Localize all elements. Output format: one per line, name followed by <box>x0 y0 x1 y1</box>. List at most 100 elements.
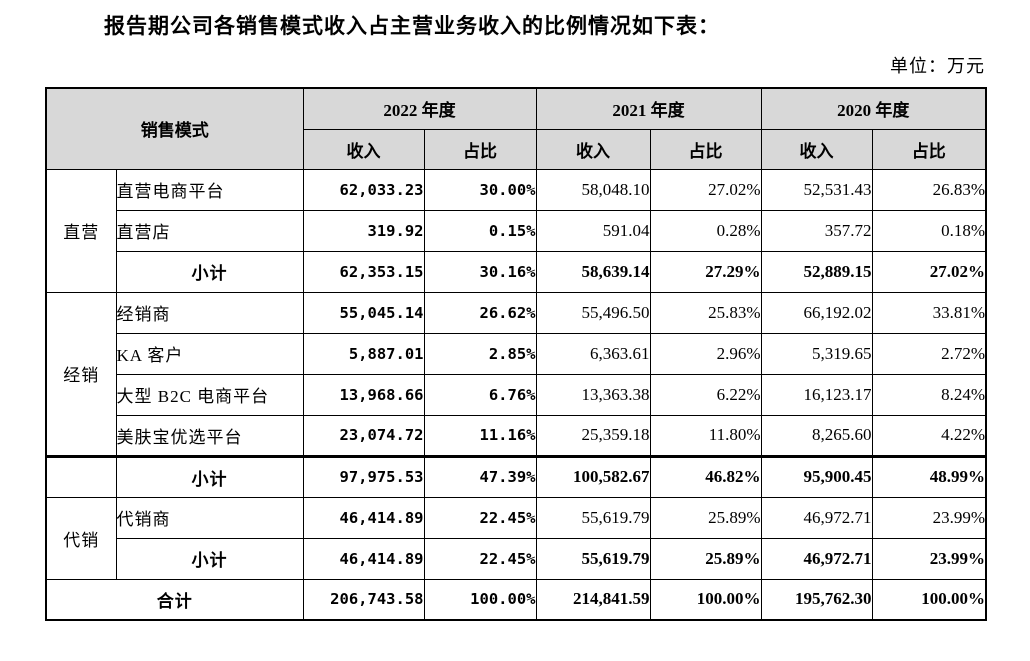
value-2020-ratio: 27.02% <box>871 250 987 293</box>
value-2020-income: 46,972.71 <box>760 496 873 539</box>
value-2022-income: 46,414.89 <box>302 496 425 539</box>
value-2020-ratio: 23.99% <box>871 496 987 539</box>
group-cell-distribution: 经销 <box>45 291 117 457</box>
row-label: 经销商 <box>115 291 304 334</box>
page-title: 报告期公司各销售模式收入占主营业务收入的比例情况如下表： <box>104 14 720 38</box>
value-2022-ratio: 26.62% <box>423 291 537 334</box>
value-2022-ratio: 6.76% <box>423 373 537 416</box>
group-cell-direct: 直营 <box>45 168 117 293</box>
value-2022-ratio: 0.15% <box>423 209 537 252</box>
value-2021-income: 58,639.14 <box>535 250 651 293</box>
value-2021-income: 58,048.10 <box>535 168 651 211</box>
table-row-ka-customer: KA 客户 5,887.01 2.85% 6,363.61 2.96% 5,31… <box>46 332 987 375</box>
value-2022-income: 13,968.66 <box>302 373 425 416</box>
value-2022-income: 62,033.23 <box>302 168 425 211</box>
header-income-2022: 收入 <box>302 128 425 170</box>
value-2020-income: 52,531.43 <box>760 168 873 211</box>
header-row-subcolumns: 收入 占比 收入 占比 收入 占比 <box>46 128 987 170</box>
value-2021-ratio: 25.83% <box>649 291 762 334</box>
subtotal-label: 小计 <box>115 454 304 498</box>
value-2021-income: 55,496.50 <box>535 291 651 334</box>
value-2020-income: 5,319.65 <box>760 332 873 375</box>
value-2021-ratio: 27.02% <box>649 168 762 211</box>
value-2022-ratio: 30.00% <box>423 168 537 211</box>
table-row-distributor: 经销 经销商 55,045.14 26.62% 55,496.50 25.83%… <box>45 291 987 457</box>
value-2020-ratio: 2.72% <box>871 332 987 375</box>
value-2020-income: 195,762.30 <box>760 578 873 621</box>
value-2021-income: 55,619.79 <box>535 496 651 539</box>
value-2021-income: 100,582.67 <box>535 454 651 498</box>
header-year-2021: 2021 年度 <box>535 87 762 130</box>
header-ratio-2021: 占比 <box>649 128 762 170</box>
subtotal-label: 小计 <box>115 537 304 580</box>
table-row-consignment-agent: 代销 代销商 46,414.89 22.45% 55,619.79 25.89%… <box>45 496 987 580</box>
header-year-2020: 2020 年度 <box>760 87 987 130</box>
value-2020-ratio: 23.99% <box>871 537 987 580</box>
value-2021-income: 55,619.79 <box>535 537 651 580</box>
value-2022-ratio: 2.85% <box>423 332 537 375</box>
subtotal-label: 小计 <box>115 250 304 293</box>
value-2021-income: 13,363.38 <box>535 373 651 416</box>
value-2020-ratio: 8.24% <box>871 373 987 416</box>
value-2022-income: 46,414.89 <box>302 537 425 580</box>
row-label: KA 客户 <box>115 332 304 375</box>
row-label: 代销商 <box>115 496 304 539</box>
value-2020-income: 357.72 <box>760 209 873 252</box>
header-ratio-2020: 占比 <box>871 128 987 170</box>
value-2021-income: 214,841.59 <box>535 578 651 621</box>
value-2022-income: 5,887.01 <box>302 332 425 375</box>
value-2021-ratio: 6.22% <box>649 373 762 416</box>
value-2021-ratio: 2.96% <box>649 332 762 375</box>
table-row-total: 合计 206,743.58 100.00% 214,841.59 100.00%… <box>45 578 987 621</box>
group-cell-empty <box>45 454 117 498</box>
header-year-2022: 2022 年度 <box>302 87 537 130</box>
value-2020-income: 8,265.60 <box>760 414 873 457</box>
unit-label: 单位：万元 <box>890 56 985 76</box>
value-2020-ratio: 0.18% <box>871 209 987 252</box>
value-2020-ratio: 100.00% <box>871 578 987 621</box>
value-2021-income: 591.04 <box>535 209 651 252</box>
value-2021-ratio: 46.82% <box>649 454 762 498</box>
value-2022-ratio: 22.45% <box>423 537 537 580</box>
header-ratio-2022: 占比 <box>423 128 537 170</box>
group-cell-consignment: 代销 <box>45 496 117 580</box>
table-row-meifubao-platform: 美肤宝优选平台 23,074.72 11.16% 25,359.18 11.80… <box>46 414 987 457</box>
value-2022-ratio: 30.16% <box>423 250 537 293</box>
value-2020-ratio: 33.81% <box>871 291 987 334</box>
value-2020-ratio: 48.99% <box>871 454 987 498</box>
value-2020-income: 16,123.17 <box>760 373 873 416</box>
value-2021-ratio: 100.00% <box>649 578 762 621</box>
value-2021-ratio: 27.29% <box>649 250 762 293</box>
header-income-2020: 收入 <box>760 128 873 170</box>
value-2022-income: 206,743.58 <box>302 578 425 621</box>
value-2021-income: 25,359.18 <box>535 414 651 457</box>
value-2021-ratio: 0.28% <box>649 209 762 252</box>
value-2022-ratio: 11.16% <box>423 414 537 457</box>
value-2020-ratio: 4.22% <box>871 414 987 457</box>
table-row-distribution-subtotal: 小计 97,975.53 47.39% 100,582.67 46.82% 95… <box>45 454 987 498</box>
row-label: 直营店 <box>115 209 304 252</box>
value-2022-income: 319.92 <box>302 209 425 252</box>
header-row-years: 销售模式 2022 年度 2021 年度 2020 年度 <box>45 87 987 170</box>
value-2022-income: 62,353.15 <box>302 250 425 293</box>
table-row-direct-ecommerce: 直营 直营电商平台 62,033.23 30.00% 58,048.10 27.… <box>45 168 987 293</box>
value-2021-income: 6,363.61 <box>535 332 651 375</box>
value-2020-income: 66,192.02 <box>760 291 873 334</box>
table-row-direct-store: 直营店 319.92 0.15% 591.04 0.28% 357.72 0.1… <box>46 209 987 252</box>
value-2022-ratio: 22.45% <box>423 496 537 539</box>
table-row-b2c-platform: 大型 B2C 电商平台 13,968.66 6.76% 13,363.38 6.… <box>46 373 987 416</box>
table-row-consignment-subtotal: 小计 46,414.89 22.45% 55,619.79 25.89% 46,… <box>46 537 987 580</box>
table-row-direct-subtotal: 小计 62,353.15 30.16% 58,639.14 27.29% 52,… <box>46 250 987 293</box>
value-2020-ratio: 26.83% <box>871 168 987 211</box>
value-2021-ratio: 25.89% <box>649 496 762 539</box>
value-2022-ratio: 100.00% <box>423 578 537 621</box>
row-label: 大型 B2C 电商平台 <box>115 373 304 416</box>
row-label: 美肤宝优选平台 <box>115 414 304 457</box>
header-income-2021: 收入 <box>535 128 651 170</box>
value-2022-income: 23,074.72 <box>302 414 425 457</box>
value-2020-income: 52,889.15 <box>760 250 873 293</box>
sales-mode-revenue-table: 销售模式 2022 年度 2021 年度 2020 年度 收入 占比 收入 占比… <box>45 87 987 621</box>
value-2020-income: 95,900.45 <box>760 454 873 498</box>
value-2020-income: 46,972.71 <box>760 537 873 580</box>
